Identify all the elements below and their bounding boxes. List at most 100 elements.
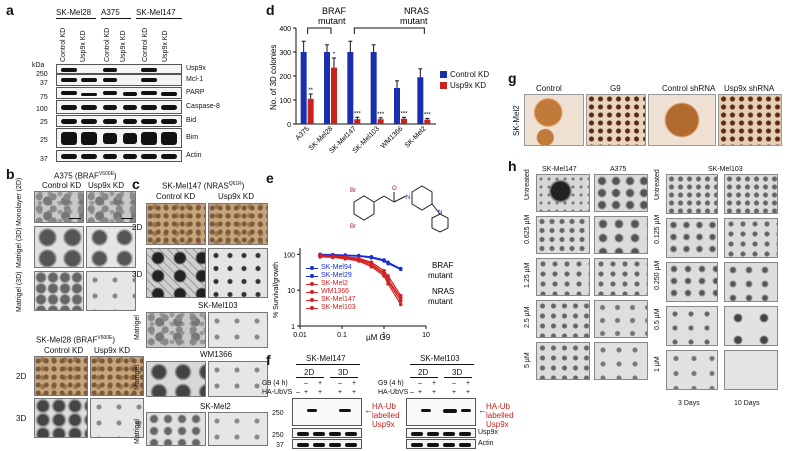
f-arrow-2-label-1: HA-Ub [486, 402, 511, 411]
bar-significance: *** [424, 112, 432, 118]
panel-a-underline-3 [136, 18, 182, 19]
h-img-r5-b [724, 350, 778, 390]
f-g9-s2: + [318, 380, 323, 387]
h-img-l4-b [594, 300, 648, 338]
marker-1: 250 [36, 71, 48, 78]
label-nras: NRAS [432, 287, 454, 296]
line-marks [318, 252, 403, 307]
svg-text:O: O [392, 186, 397, 192]
b-image-3d-usp9x [86, 226, 136, 268]
panel-a-letter: a [6, 2, 14, 18]
line-x-tick-label: 0.1 [337, 332, 347, 339]
c-image-skmel2-usp9x [208, 412, 268, 446]
chemical-structure: Br Br O N N [350, 185, 449, 233]
f-blot-actin-1 [292, 439, 362, 449]
panel-c-sub-1: SK-Mel103 [198, 301, 238, 310]
protein-bim: Bim [186, 134, 199, 141]
label-braf: BRAF [432, 261, 453, 270]
line-legend-label: SK-Mel94 [321, 264, 352, 271]
panel-c-row-3d: 3D [132, 270, 143, 279]
h-footer-2: 10 Days [734, 400, 760, 407]
bar-marks: **A375*SK-Mel28***SK-Mel147***SK-Mel103*… [295, 40, 432, 155]
panel-b-row-2: Matrigel (3D) [16, 227, 23, 268]
series-point [318, 255, 322, 259]
f2-ubvs-s4: + [452, 389, 457, 396]
h-img-l5-a [536, 342, 590, 380]
line-legend-item: SK-Mel103 [306, 304, 356, 312]
f-arrow-2-label-2: labelled [486, 411, 514, 420]
bar-group-2-label: NRAS [404, 6, 429, 16]
h-row-left-2: 0.625 µM [524, 214, 531, 244]
blot-usp9x [56, 64, 182, 74]
blot-mcl1 [56, 74, 182, 86]
h-row-right-3: 0.250 µM [654, 260, 661, 290]
f-blot-usp9x-1 [292, 428, 362, 438]
marker-3: 75 [40, 94, 48, 101]
f-marker-37: 37 [276, 442, 284, 449]
panel-a-cell-2: A375 [101, 8, 120, 17]
marker-4: 100 [36, 106, 48, 113]
h-img-r4-a [666, 306, 718, 346]
kda-label: kDa [32, 62, 45, 69]
g-image-control [524, 94, 584, 146]
panel-c-title: SK-Mel147 (NRASQ61R) [162, 181, 245, 191]
protein-parp: PARP [186, 89, 205, 96]
c-image-skmel103-usp9x [208, 312, 268, 348]
bar-legend: Control KD Usp9x KD [440, 70, 489, 90]
panel-b-col-1: Control KD [42, 181, 82, 190]
f-ubvs-label-2: HA-UbVS [378, 389, 409, 396]
lane-label-3: Control KD [104, 27, 111, 62]
series-point [386, 261, 390, 266]
f2-g9-s1: – [418, 380, 422, 387]
bar-control [417, 77, 424, 124]
f-2d-2: 2D [418, 368, 429, 377]
h-img-l2-b [594, 216, 648, 254]
bar-control [324, 52, 330, 124]
g-image-usp9x-shrna [718, 94, 782, 146]
legend-usp9x-label: Usp9x KD [450, 81, 487, 90]
panel-b-row-3: Matrigel (3D) [16, 271, 23, 312]
c-image-wm1366-usp9x [208, 361, 268, 397]
h-col-left-2: A375 [610, 166, 627, 173]
panel-b-title-1: A375 (BRAFV600E) [54, 171, 117, 181]
f-2d-1: 2D [304, 368, 315, 377]
f-arrow-1: ← [364, 405, 373, 415]
f-sub-underline-4 [444, 377, 472, 378]
panel-b-col-1b: Control KD [44, 346, 84, 355]
panel-f-letter: f [266, 352, 271, 368]
g-col-3: Control shRNA [662, 84, 716, 93]
f-marker-250-a: 250 [272, 410, 284, 417]
bar-y-tick-label: 0 [287, 122, 291, 129]
series-point [356, 259, 361, 263]
b-image-sk28-2d-control [34, 356, 88, 396]
f-cell-1: SK-Mel147 [306, 354, 346, 363]
line-legend-item: WM1366 [306, 288, 356, 296]
protein-actin: Actin [186, 152, 202, 159]
panel-a-cell-3: SK-Mel147 [136, 8, 176, 17]
h-img-r2-a [666, 218, 718, 258]
c-image-2d-control [146, 203, 206, 245]
f-sub-underline-2 [330, 377, 358, 378]
svg-text:N: N [406, 195, 410, 201]
svg-text:N: N [438, 210, 442, 216]
b-image-sk28-3d-usp9x [90, 398, 144, 438]
f-blot-ha-2 [406, 398, 476, 426]
f2-ubvs-s3: + [432, 389, 437, 396]
line-y-tick-label: 10 [287, 288, 295, 295]
line-legend-label: SK-Mel147 [321, 296, 356, 303]
f2-ubvs-s2: + [418, 389, 423, 396]
line-legend-label: WM1366 [321, 288, 350, 295]
blot-bim [56, 128, 182, 148]
series-point [382, 274, 386, 278]
f-g9-label-2: G9 (4 h) [378, 380, 404, 387]
bar-usp9x [424, 119, 431, 124]
series-point [330, 255, 335, 260]
bar-y-tick-label: 300 [279, 50, 291, 57]
bar-usp9x [377, 119, 384, 124]
f-usp9x-label: Usp9x [478, 429, 498, 436]
f-ubvs-s1: – [296, 389, 300, 396]
line-x-tick-label: 1 [382, 332, 386, 339]
line-legend-marker [306, 289, 318, 294]
panel-a-underline-2 [101, 18, 131, 19]
